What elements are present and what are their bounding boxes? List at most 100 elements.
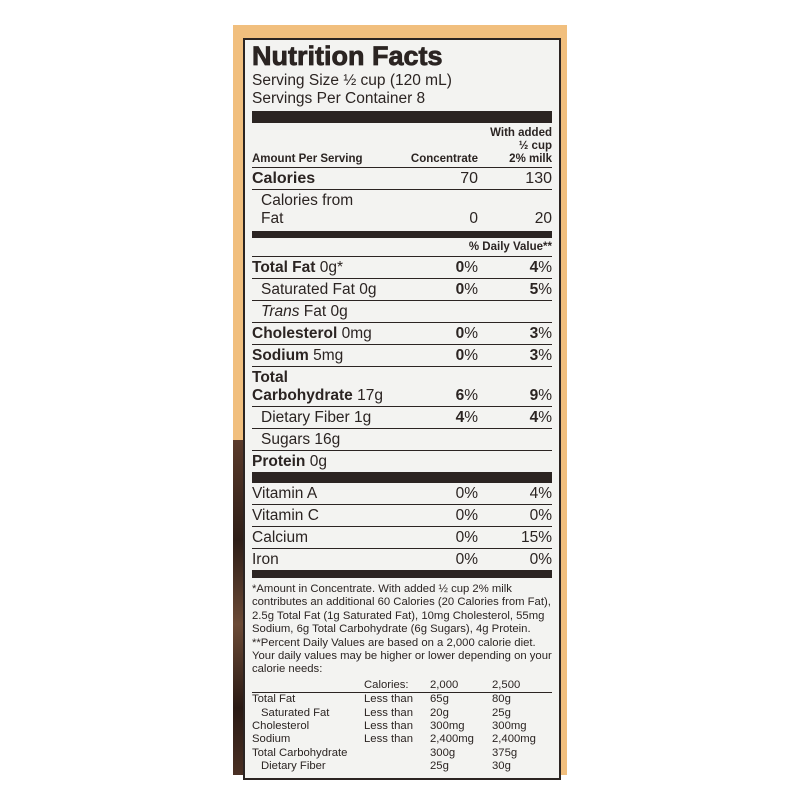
- nutrient-amount: 0g: [305, 453, 327, 470]
- dv-table-cell: [364, 760, 430, 773]
- nutrient-name-line: Total Fat 0g*: [252, 259, 368, 277]
- with-milk-dv: 9%: [478, 387, 552, 405]
- nutrient-name-line: Sodium 5mg: [252, 347, 368, 365]
- percent-sign: %: [538, 325, 552, 342]
- nutrient-name: Cholesterol 0mg: [252, 325, 372, 343]
- dv-table-cell: Dietary Fiber: [261, 760, 326, 773]
- dv-table-row: Total Fat Less than 65g 80g: [252, 693, 552, 707]
- dv-table-cell: 30g: [492, 760, 511, 773]
- servings-per-container: Servings Per Container 8: [252, 90, 426, 107]
- percent-sign: %: [464, 325, 478, 342]
- concentrate-dv: 6%: [368, 387, 478, 405]
- nutrient-name-line: Trans Fat 0g: [261, 303, 552, 321]
- vitamin-with-milk: 0%: [529, 551, 552, 568]
- nutrition-facts-label: Nutrition Facts Serving Size ½ cup (120 …: [243, 38, 561, 780]
- concentrate-dv-value: 0: [455, 281, 465, 298]
- amount-per-serving: Amount Per Serving: [252, 153, 363, 165]
- with-milk-dv: 5%: [478, 281, 552, 299]
- with-milk-dv-value: 3: [529, 325, 539, 342]
- vitamin-name: Iron: [252, 551, 279, 568]
- dv-table-header-cell: [252, 678, 364, 694]
- dv-table-cell: Total Fat: [252, 693, 296, 706]
- dv-table-cell: Sodium: [252, 733, 291, 746]
- dv-table-cell: 65g: [430, 693, 449, 706]
- vitamin-concentrate: 0%: [455, 551, 478, 568]
- concentrate-dv: 0%: [368, 259, 478, 277]
- dv-table-row: Cholesterol Less than 300mg 300mg: [252, 720, 552, 733]
- thick-divider: [252, 570, 552, 578]
- vitamin-concentrate: 0%: [455, 507, 478, 524]
- dv-table-cell: 25g: [492, 706, 511, 719]
- footnote: *Amount in Concentrate. With added ½ cup…: [252, 583, 552, 676]
- dv-table-cell: Less than: [364, 733, 413, 746]
- nutrient-name-bold: Sodium: [252, 347, 309, 364]
- with-milk-dv: 4%: [478, 409, 552, 427]
- col-with-milk: With added ½ cup 2% milk: [478, 127, 552, 166]
- vitamin-list: Vitamin A 0% 4% Vitamin C 0% 0% Calcium 0% 15% Ir…: [252, 483, 552, 570]
- dv-table-cell: 2,400mg: [492, 733, 536, 746]
- nutrient-row: Dietary Fiber 1g 4% 4%: [252, 407, 552, 429]
- nutrient-row: Total Carbohydrate 17g 6% 9%: [252, 367, 552, 407]
- nutrient-name-line: Dietary Fiber 1g: [261, 409, 372, 427]
- dv-table-cell: Less than: [364, 706, 413, 719]
- nutrient-amount: 17g: [352, 387, 383, 404]
- vitamin-name: Vitamin A: [252, 485, 318, 502]
- dv-table-cell: 300mg: [492, 720, 527, 733]
- nutrient-name: Protein 0g: [252, 453, 552, 471]
- concentrate-dv: 0%: [368, 347, 478, 365]
- col-with-milk-line1: With added: [490, 127, 552, 139]
- medium-divider: [252, 231, 552, 238]
- percent-sign: %: [464, 347, 478, 364]
- dv-table-cell: 2,400mg: [430, 733, 474, 746]
- with-milk-dv: 3%: [478, 347, 552, 365]
- concentrate-dv: 0%: [368, 281, 478, 299]
- percent-sign: %: [464, 387, 478, 404]
- concentrate-dv: 0%: [368, 325, 478, 343]
- vitamin-row: Calcium 0% 15%: [252, 527, 552, 549]
- concentrate-dv-value: 0: [455, 347, 465, 364]
- calories-with-milk: 130: [525, 170, 552, 187]
- nutrient-row: Saturated Fat 0g 0% 5%: [252, 279, 552, 301]
- nutrient-row: Protein 0g: [252, 451, 552, 472]
- nutrient-row: Sugars 16g: [252, 429, 552, 451]
- nutrient-row: Trans Fat 0g: [252, 301, 552, 323]
- dv-table-cell: 300g: [430, 746, 456, 759]
- dv-table-row: Total Carbohydrate 300g 375g: [252, 747, 552, 760]
- concentrate-dv-value: 0: [455, 325, 465, 342]
- calories-from-fat-label: Calories from Fat: [261, 192, 354, 227]
- dv-table-cell: Less than: [364, 693, 413, 706]
- dv-table-cell: Total Carbohydrate: [252, 746, 348, 759]
- percent-sign: %: [538, 259, 552, 276]
- product-photo-strip: [233, 440, 245, 775]
- dv-table-header-cell: Calories:: [364, 678, 430, 694]
- nutrient-name-line: Sugars 16g: [261, 431, 552, 449]
- calories-from-fat-with-milk: 20: [534, 210, 552, 227]
- nutrient-amount: Dietary Fiber 1g: [261, 409, 372, 426]
- calories-from-fat-concentrate: 0: [469, 210, 478, 227]
- dv-table-cell: 20g: [430, 706, 449, 719]
- calories-row: Calories 70 130: [252, 168, 552, 190]
- vitamin-name: Vitamin C: [252, 507, 319, 524]
- dv-table-cell: Saturated Fat: [261, 706, 330, 719]
- nutrient-name: Trans Fat 0g: [252, 303, 552, 321]
- daily-value-header-text: % Daily Value**: [468, 241, 552, 253]
- nutrient-name-bold: Cholesterol: [252, 325, 338, 342]
- nutrient-amount: 5mg: [308, 347, 344, 364]
- column-header: Amount Per Serving Concentrate With adde…: [252, 123, 552, 168]
- concentrate-dv-value: 0: [455, 259, 465, 276]
- percent-sign: %: [538, 281, 552, 298]
- nutrient-name-line: Cholesterol 0mg: [252, 325, 372, 343]
- with-milk-dv: 3%: [478, 325, 552, 343]
- dv-table-cell: Cholesterol: [252, 720, 310, 733]
- serving-size: Serving Size ½ cup (120 mL): [252, 72, 452, 89]
- with-milk-dv-value: 3: [529, 347, 539, 364]
- thick-divider: [252, 472, 552, 483]
- nutrient-name-bold: Protein: [252, 453, 306, 470]
- with-milk-dv-value: 9: [529, 387, 539, 404]
- vitamin-row: Vitamin A 0% 4%: [252, 483, 552, 505]
- nutrient-name-line: Saturated Fat 0g: [261, 281, 376, 299]
- thick-divider: [252, 111, 552, 123]
- vitamin-row: Iron 0% 0%: [252, 549, 552, 570]
- vitamin-name: Calcium: [252, 529, 308, 546]
- nutrient-name: Sugars 16g: [252, 431, 552, 449]
